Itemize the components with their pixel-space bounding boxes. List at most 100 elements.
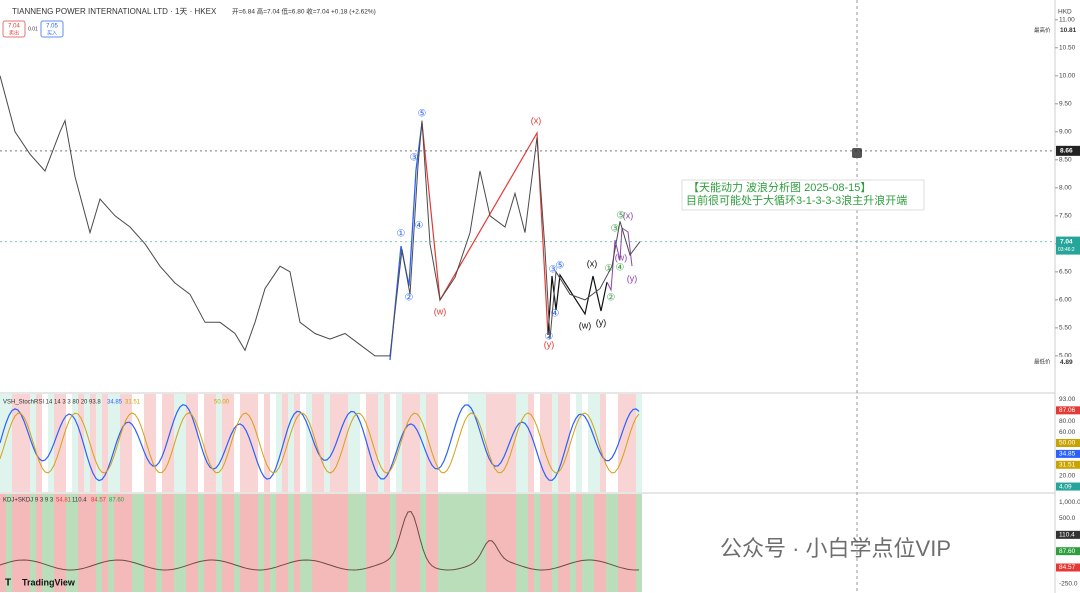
stripe xyxy=(546,394,552,492)
stripe xyxy=(372,494,378,592)
stripe xyxy=(24,394,30,492)
stripe xyxy=(48,494,54,592)
stripe xyxy=(402,394,408,492)
y-tick-label: 9.00 xyxy=(1059,129,1072,136)
wave-label: ④ xyxy=(551,309,560,320)
stripe xyxy=(618,394,624,492)
stripe xyxy=(450,394,456,492)
low-label: 4.89 xyxy=(1060,359,1073,366)
stripe xyxy=(90,494,96,592)
axis-label: -250.0 xyxy=(1059,581,1078,588)
low-name: 最低价 xyxy=(1034,357,1051,365)
y-tick-label: 10.00 xyxy=(1059,73,1076,80)
stripe xyxy=(84,394,90,492)
axis-badge xyxy=(1056,449,1080,458)
stripe xyxy=(390,394,396,492)
kdj-title: KDJ+SKDJ 9 3 9 3 xyxy=(3,498,54,504)
stripe xyxy=(432,494,438,592)
stripe xyxy=(240,494,246,592)
wave-label: ① xyxy=(605,264,614,275)
stripe xyxy=(156,494,162,592)
stripe xyxy=(216,394,222,492)
axis-badge xyxy=(1056,439,1080,447)
stripe xyxy=(270,394,276,492)
stripe xyxy=(396,494,402,592)
stripe xyxy=(108,394,114,492)
crosshair-badge xyxy=(1056,145,1080,156)
stripe xyxy=(276,494,282,592)
y-tick-label: 6.50 xyxy=(1059,269,1072,276)
y-tick-label: 5.50 xyxy=(1059,325,1072,332)
stripe xyxy=(336,494,342,592)
axis-label: 84.57 xyxy=(1059,564,1076,571)
stripe xyxy=(246,394,252,492)
stripe xyxy=(612,394,618,492)
stripe xyxy=(198,394,204,492)
stripe xyxy=(354,394,360,492)
stoch-value: 50.00 xyxy=(214,400,230,406)
stripe xyxy=(366,394,372,492)
stripe xyxy=(42,494,48,592)
stripe xyxy=(150,494,156,592)
stripe xyxy=(78,494,84,592)
stripe xyxy=(348,394,354,492)
stripe xyxy=(162,394,168,492)
stoch-value: 34.85 xyxy=(107,400,123,406)
stripe xyxy=(486,494,492,592)
y-tick-label: 9.50 xyxy=(1059,101,1072,108)
stripe xyxy=(594,394,600,492)
crosshair-btn[interactable] xyxy=(852,148,862,158)
stripe xyxy=(522,494,528,592)
stripe xyxy=(252,394,258,492)
indicator-bg xyxy=(0,394,642,592)
axis-badge xyxy=(1056,482,1080,491)
buy-btn[interactable] xyxy=(40,20,64,38)
stripe xyxy=(618,494,624,592)
stripe xyxy=(336,394,342,492)
sell-btn[interactable] xyxy=(2,20,26,38)
y-tick-label: 7.50 xyxy=(1059,213,1072,220)
stripe xyxy=(348,494,354,592)
kdj-value: 84.57 xyxy=(91,498,107,504)
stripe xyxy=(576,394,582,492)
stripe xyxy=(60,394,66,492)
stripe xyxy=(558,494,564,592)
stripe xyxy=(312,494,318,592)
wave-label: ④ xyxy=(616,263,625,274)
stripe xyxy=(150,394,156,492)
wave-label: (w) xyxy=(615,252,628,262)
wxy-black xyxy=(547,273,608,336)
stripe xyxy=(600,394,606,492)
stripe xyxy=(444,394,450,492)
stripe xyxy=(510,494,516,592)
stripe xyxy=(204,394,210,492)
stripe xyxy=(492,494,498,592)
stripe xyxy=(30,494,36,592)
stripe xyxy=(540,494,546,592)
stripe xyxy=(102,394,108,492)
stripe xyxy=(156,394,162,492)
stripe xyxy=(528,494,534,592)
stripe xyxy=(324,394,330,492)
stripe xyxy=(306,394,312,492)
stripe xyxy=(126,494,132,592)
low-badge xyxy=(1056,357,1080,368)
wave-label: ② xyxy=(545,332,554,343)
last-time: 03:46:2 xyxy=(1058,247,1075,253)
stripe xyxy=(48,394,54,492)
wave-label: ③ xyxy=(549,265,558,276)
stripe xyxy=(306,494,312,592)
axis-badge xyxy=(1056,460,1080,469)
stripe xyxy=(180,494,186,592)
stripe xyxy=(72,394,78,492)
buy-price: 7.05 xyxy=(46,24,58,30)
watermark: 公众号 · 小白学点位VIP xyxy=(720,536,951,561)
stripe xyxy=(522,394,528,492)
annotation-box xyxy=(681,179,925,211)
logo-icon: T xyxy=(5,578,11,589)
stripe xyxy=(144,394,150,492)
stripe xyxy=(264,494,270,592)
stripe xyxy=(12,494,18,592)
